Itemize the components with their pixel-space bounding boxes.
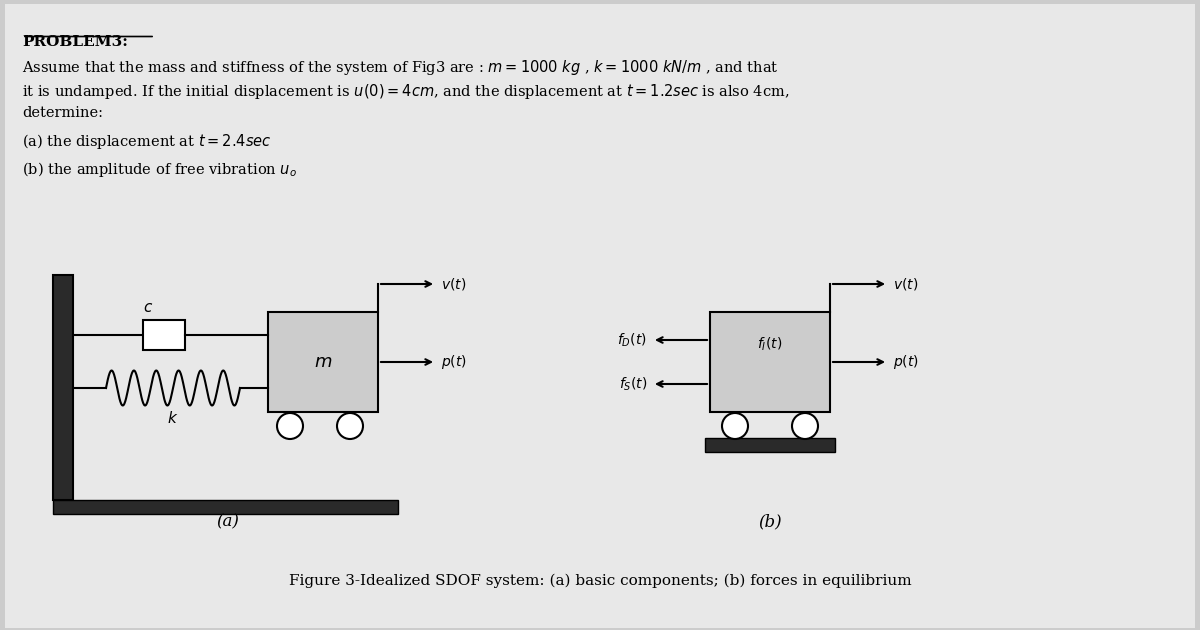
Text: $c$: $c$ <box>143 301 154 315</box>
Bar <box>710 312 830 412</box>
Bar <box>268 312 378 412</box>
Text: it is undamped. If the initial displacement is $u(0) = 4cm$, and the displacemen: it is undamped. If the initial displacem… <box>22 82 790 101</box>
Circle shape <box>722 413 748 439</box>
Bar <box>53 500 398 514</box>
Text: $p(t)$: $p(t)$ <box>893 353 919 371</box>
Text: $v(t)$: $v(t)$ <box>893 276 918 292</box>
Text: Assume that the mass and stiffness of the system of Fig3 are : $m = 1000\ kg$ , : Assume that the mass and stiffness of th… <box>22 58 779 77</box>
Text: (a): (a) <box>216 513 240 530</box>
Text: $p(t)$: $p(t)$ <box>442 353 467 371</box>
Text: determine:: determine: <box>22 106 103 120</box>
Text: $m$: $m$ <box>314 353 332 371</box>
Bar <box>706 438 835 452</box>
Text: (b) the amplitude of free vibration $u_o$: (b) the amplitude of free vibration $u_o… <box>22 160 298 179</box>
Circle shape <box>277 413 304 439</box>
Text: (a) the displacement at $t = 2.4sec$: (a) the displacement at $t = 2.4sec$ <box>22 132 271 151</box>
Text: Figure 3-Idealized SDOF system: (a) basic components; (b) forces in equilibrium: Figure 3-Idealized SDOF system: (a) basi… <box>289 573 911 588</box>
Text: $f_I(t)$: $f_I(t)$ <box>757 335 782 353</box>
Text: (b): (b) <box>758 513 782 530</box>
Bar <box>143 320 185 350</box>
Bar <box>53 275 73 500</box>
Text: $v(t)$: $v(t)$ <box>442 276 467 292</box>
Text: $k$: $k$ <box>167 410 179 426</box>
Circle shape <box>792 413 818 439</box>
Circle shape <box>337 413 364 439</box>
Text: $f_S(t)$: $f_S(t)$ <box>618 375 647 392</box>
Text: PROBLEM3:: PROBLEM3: <box>22 35 128 49</box>
Text: $f_D(t)$: $f_D(t)$ <box>617 331 647 348</box>
